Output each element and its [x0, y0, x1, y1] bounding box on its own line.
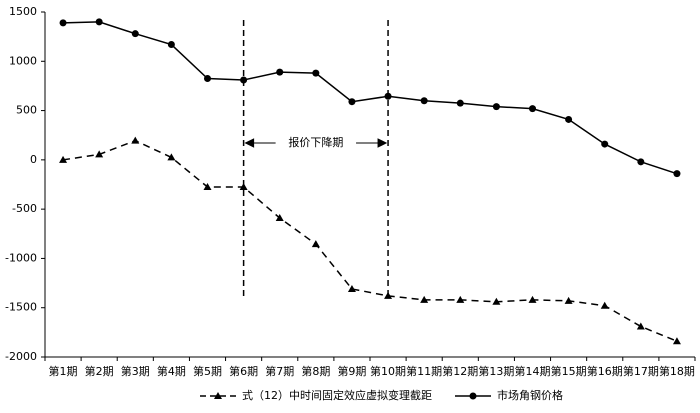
arrow	[356, 138, 388, 148]
x-tick-label: 第9期	[337, 364, 366, 378]
point	[167, 41, 175, 49]
point	[167, 153, 176, 161]
point	[59, 155, 68, 163]
arrow	[244, 138, 276, 148]
point	[637, 158, 645, 166]
x-tick-label: 第2期	[85, 364, 114, 378]
legend-label: 式（12）中时间固定效应虚拟变理截距	[242, 388, 432, 402]
point	[456, 295, 465, 303]
x-tick-label: 第16期	[587, 364, 623, 378]
point	[600, 301, 609, 309]
series-line	[62, 139, 678, 342]
x-tick-label: 第5期	[193, 364, 222, 378]
point	[384, 92, 392, 100]
point	[348, 98, 356, 106]
annotation: 报价下降期	[288, 135, 343, 149]
point	[203, 182, 212, 190]
point	[636, 322, 645, 330]
point	[469, 392, 477, 400]
point	[347, 284, 356, 292]
point	[529, 105, 536, 113]
point	[239, 182, 248, 190]
point	[672, 337, 681, 345]
y-tick-label: -500	[12, 202, 37, 215]
point	[564, 296, 573, 304]
point	[131, 136, 140, 144]
y-tick-label: 1000	[9, 54, 37, 67]
point	[456, 99, 464, 107]
point	[528, 295, 537, 303]
x-tick-label: 第15期	[551, 364, 587, 378]
point	[311, 240, 320, 248]
x-tick-label: 第6期	[229, 364, 258, 378]
x-tick-label: 第8期	[301, 364, 330, 378]
series-line	[63, 21, 678, 175]
point	[384, 291, 393, 299]
point	[276, 68, 284, 76]
x-tick-label: 第12期	[442, 364, 478, 378]
x-tick-label: 第1期	[49, 364, 78, 378]
x-tick-label: 第3期	[121, 364, 150, 378]
y-tick-label: 1500	[9, 5, 37, 18]
point	[601, 140, 609, 148]
x-tick-label: 第14期	[515, 364, 551, 378]
point	[95, 18, 103, 26]
x-tick-label: 第4期	[157, 364, 186, 378]
x-tick-label: 第13期	[478, 364, 514, 378]
y-tick-label: 0	[30, 153, 37, 166]
y-tick-label: -2000	[5, 350, 37, 363]
point	[131, 30, 139, 38]
x-tick-label: 第10期	[370, 364, 406, 378]
point	[673, 170, 681, 178]
point	[240, 76, 248, 84]
point	[275, 214, 284, 222]
point	[565, 115, 573, 123]
y-tick-label: -1000	[5, 251, 37, 264]
x-tick-label: 第18期	[659, 364, 695, 378]
point	[492, 297, 501, 305]
legend-label: 市场角钢价格	[497, 388, 563, 402]
y-tick-label: -1500	[5, 301, 37, 314]
point	[492, 103, 500, 111]
point	[204, 75, 211, 83]
x-tick-label: 第17期	[623, 364, 659, 378]
point	[420, 97, 428, 105]
point	[214, 392, 222, 399]
point	[312, 69, 320, 77]
x-tick-label: 第7期	[265, 364, 294, 378]
y-tick-label: 500	[16, 104, 37, 117]
point	[420, 295, 429, 303]
point	[59, 19, 67, 27]
x-tick-label: 第11期	[406, 364, 442, 378]
point	[95, 150, 104, 158]
